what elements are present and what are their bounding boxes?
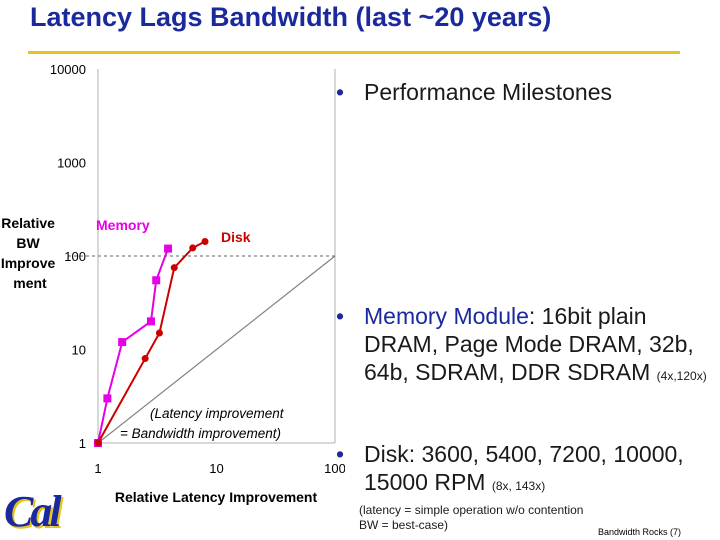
memory-module-label: Memory Module: [364, 303, 529, 329]
memory-module-details: : 16bit plain DRAM, Page Mode DRAM, 32b,…: [364, 303, 694, 386]
bullet-dot: •: [336, 303, 345, 329]
bullet-disk: • Disk: 3600, 5400, 7200, 10000, 15000 R…: [336, 440, 720, 496]
memory-series-line: [97, 248, 169, 444]
disk-data-point: [170, 264, 178, 272]
x-tick-label: 100: [324, 461, 345, 476]
disk-data-point: [201, 237, 209, 245]
y-tick-label: 1000: [57, 156, 86, 171]
disk-data-point: [155, 329, 163, 337]
chart-axes: [97, 69, 336, 444]
definition-note: (latency = simple operation w/o contenti…: [359, 503, 584, 532]
memory-data-point: [164, 244, 173, 253]
memory-data-point: [146, 317, 155, 326]
bullet-dot: •: [336, 441, 345, 467]
bullet-milestones: • Performance Milestones: [336, 78, 612, 106]
bullet-dot: •: [336, 79, 345, 105]
bullet-memory-text: Memory Module: 16bit plain DRAM, Page Mo…: [336, 302, 720, 386]
memory-data-point: [152, 276, 161, 285]
y-tick-label: 10: [72, 343, 86, 358]
disk-series-label: Disk: [221, 229, 251, 245]
slide-footer: Bandwidth Rocks (7): [598, 527, 682, 537]
y-tick-labels: 1 10 100 1000 10000: [50, 62, 86, 451]
y-tick-label: 10000: [50, 62, 86, 77]
disk-improvement-factor: (8x, 143x): [491, 479, 546, 494]
disk-data-point: [189, 244, 197, 252]
disk-details: Disk: 3600, 5400, 7200, 10000, 15000 RPM: [364, 441, 684, 496]
slide-title: Latency Lags Bandwidth (last ~20 years): [30, 2, 552, 32]
x-tick-label: 1: [94, 461, 101, 476]
equal-improvement-line: [97, 255, 336, 444]
y-tick-label: 100: [64, 249, 86, 264]
memory-series-label: Memory: [96, 217, 150, 233]
data-series: [94, 237, 209, 447]
latency-bandwidth-chart: 1 10 100 1000 10000 1 10 100 Memory Disk Relat…: [1, 62, 345, 505]
bullet-disk-text: Disk: 3600, 5400, 7200, 10000, 15000 RPM…: [336, 440, 720, 496]
memory-data-point: [103, 394, 112, 403]
x-tick-labels: 1 10 100: [94, 461, 345, 476]
x-tick-label: 10: [209, 461, 223, 476]
cal-logo: Cal: [4, 487, 62, 536]
equality-annotation: (Latency improvement = Bandwidth improve…: [120, 406, 287, 441]
title-underline: [28, 51, 680, 54]
memory-data-point: [118, 338, 127, 347]
bullet-memory: • Memory Module: 16bit plain DRAM, Page …: [336, 302, 720, 386]
memory-improvement-factor: (4x,120x): [656, 369, 707, 384]
bullet-milestones-text: Performance Milestones: [364, 79, 612, 105]
y-tick-label: 1: [79, 436, 86, 451]
x-axis-label: Relative Latency Improvement: [115, 489, 318, 505]
disk-data-point: [94, 439, 102, 447]
disk-data-point: [141, 355, 149, 363]
y-axis-label: Relative BW Improve ment: [1, 215, 59, 291]
bullet-list: • Performance Milestones • Memory Module…: [336, 0, 720, 540]
